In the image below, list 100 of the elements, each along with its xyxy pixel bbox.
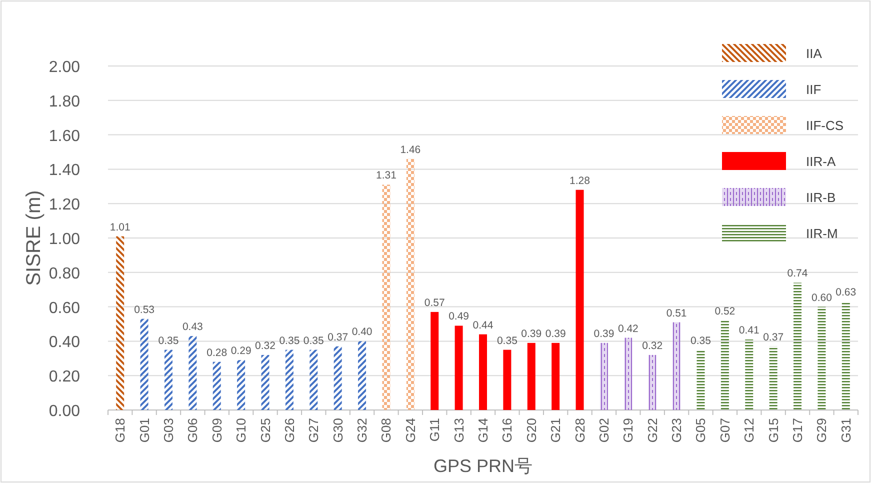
x-tick-label: G28 <box>572 418 588 443</box>
data-label: 0.57 <box>424 296 445 309</box>
data-label: 1.28 <box>570 174 590 187</box>
y-tick-label: 1.60 <box>48 128 80 145</box>
data-label: 0.39 <box>545 328 566 340</box>
data-label: 0.35 <box>303 334 324 347</box>
x-tick-label: G16 <box>500 418 515 443</box>
data-label: 0.43 <box>182 321 204 334</box>
data-label: 0.32 <box>642 340 663 352</box>
x-tick-label: G08 <box>378 418 394 443</box>
data-label: 1.46 <box>400 144 421 156</box>
data-label: 0.39 <box>594 328 614 340</box>
x-tick-label: G09 <box>209 418 224 443</box>
data-label: 0.60 <box>811 292 832 304</box>
legend-label: IIF <box>806 82 822 97</box>
data-label: 0.52 <box>714 306 736 318</box>
x-tick-label: G03 <box>160 418 176 443</box>
data-label: 0.63 <box>836 286 856 299</box>
x-tick-label: G13 <box>451 418 466 443</box>
bar <box>261 354 270 410</box>
bar <box>212 362 221 410</box>
data-label: 0.51 <box>666 307 687 320</box>
x-tick-label: G11 <box>427 418 442 442</box>
data-label: 0.35 <box>279 334 300 347</box>
y-tick-label: 1.00 <box>48 231 80 248</box>
x-tick-label: G18 <box>112 418 128 443</box>
legend-label: IIR-A <box>806 154 836 169</box>
bar <box>794 282 802 410</box>
data-label: 0.40 <box>352 326 372 338</box>
x-tick-label: G25 <box>258 418 273 443</box>
x-tick-label: G17 <box>790 418 806 443</box>
bar <box>454 326 463 410</box>
data-label: 0.29 <box>230 345 252 358</box>
x-tick-label: G21 <box>548 418 564 443</box>
data-label: 0.37 <box>328 331 348 344</box>
bar <box>527 342 536 410</box>
x-tick-label: G22 <box>644 418 660 443</box>
bar <box>116 236 124 410</box>
y-tick-label: 0.80 <box>48 265 80 282</box>
y-tick-label: 1.20 <box>48 196 80 214</box>
data-label: 0.28 <box>206 346 228 359</box>
legend-label: IIR-M <box>806 226 838 241</box>
bar <box>818 306 826 410</box>
bar <box>479 334 487 410</box>
data-label: 0.35 <box>496 334 518 347</box>
y-tick-label: 0.20 <box>48 368 80 386</box>
y-tick-label: 1.40 <box>48 162 80 180</box>
bar <box>406 158 414 410</box>
x-tick-label: G19 <box>620 418 636 443</box>
bar <box>503 350 512 410</box>
bar <box>310 350 318 410</box>
data-label: 0.32 <box>255 340 276 352</box>
x-tick-label: G10 <box>234 418 249 443</box>
x-tick-label: G32 <box>354 418 370 443</box>
data-label: 0.37 <box>763 331 784 344</box>
bar <box>720 320 729 410</box>
data-label: 0.49 <box>448 310 470 323</box>
data-label: 0.53 <box>134 304 155 316</box>
data-label: 1.31 <box>376 170 397 182</box>
y-axis-title: SISRE (m) <box>23 190 45 286</box>
legend-label: IIF-CS <box>806 118 844 133</box>
x-tick-label: G30 <box>330 418 346 443</box>
y-tick-label: 2.00 <box>48 59 80 76</box>
data-label: 0.39 <box>521 328 542 340</box>
bar <box>648 354 656 410</box>
y-tick-label: 1.80 <box>48 93 80 110</box>
bar <box>188 336 197 410</box>
y-tick-label: 0.60 <box>48 300 80 317</box>
bar <box>140 318 148 410</box>
x-tick-label: G23 <box>669 418 684 443</box>
data-label: 0.35 <box>690 334 712 347</box>
bar <box>358 341 366 410</box>
x-tick-label: G27 <box>306 418 322 443</box>
x-tick-label: G05 <box>693 418 708 443</box>
x-tick-label: G07 <box>717 418 732 443</box>
y-tick-label: 0.00 <box>48 403 80 420</box>
data-label: 0.35 <box>158 334 179 347</box>
x-tick-label: G15 <box>766 418 781 443</box>
bar <box>576 190 584 410</box>
data-label: 0.74 <box>787 268 808 280</box>
bar <box>285 350 294 410</box>
data-label: 0.42 <box>618 322 639 335</box>
x-tick-label: G24 <box>402 418 418 443</box>
x-tick-label: G20 <box>524 418 539 443</box>
bar <box>769 346 778 410</box>
x-tick-label: G14 <box>476 418 490 443</box>
bar <box>600 342 608 410</box>
data-label: 0.44 <box>472 319 494 332</box>
x-tick-label: G29 <box>814 418 830 443</box>
x-tick-label: G31 <box>838 418 854 443</box>
bar <box>672 322 681 410</box>
legend-label: IIR-B <box>806 190 836 205</box>
x-tick-label: G02 <box>596 418 612 443</box>
bar <box>164 350 172 410</box>
bar <box>745 339 754 410</box>
bar <box>430 312 439 410</box>
x-tick-label: G12 <box>742 418 757 443</box>
y-tick-label: 0.40 <box>48 334 80 352</box>
bar <box>382 184 390 410</box>
x-tick-label: G01 <box>136 418 152 443</box>
